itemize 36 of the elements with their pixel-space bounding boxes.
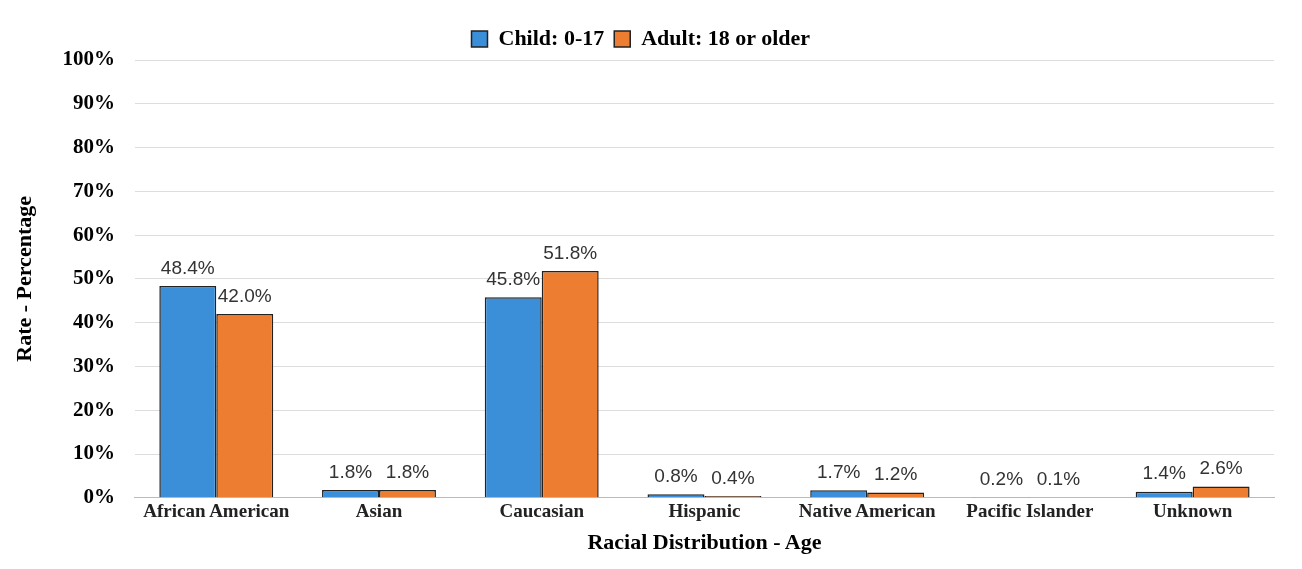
data-label: 1.8% — [328, 460, 373, 482]
x-tick-label: Unknown — [1153, 500, 1233, 522]
y-tick-label: 80% — [72, 133, 115, 158]
data-label: 1.8% — [385, 460, 430, 482]
data-label: 0.4% — [711, 466, 755, 488]
data-label: 48.4% — [160, 256, 215, 278]
x-tick-label: Pacific Islander — [966, 500, 1095, 522]
data-label: 51.8% — [543, 241, 598, 263]
y-tick-label: 50% — [72, 265, 115, 290]
y-tick-label: 30% — [72, 352, 115, 377]
data-label: 1.7% — [817, 461, 861, 483]
y-tick-label: 100% — [62, 46, 115, 71]
y-tick-label: 40% — [72, 309, 115, 334]
y-tick-label: 20% — [72, 396, 115, 421]
data-label: 0.2% — [979, 467, 1024, 489]
y-tick-label: 10% — [72, 440, 115, 465]
data-label: 45.8% — [486, 268, 541, 290]
y-tick-label: 70% — [72, 177, 115, 202]
legend-label: Adult: 18 or older — [641, 24, 811, 50]
y-tick-label: 60% — [72, 221, 115, 246]
data-label: 0.1% — [1036, 468, 1081, 490]
data-label: 2.6% — [1199, 457, 1243, 479]
x-tick-label: Native American — [798, 500, 936, 522]
y-tick-label: 90% — [72, 90, 115, 115]
x-axis-title: Racial Distribution - Age — [587, 529, 822, 555]
data-label: 1.2% — [874, 463, 918, 485]
data-label: 0.8% — [654, 465, 698, 487]
x-tick-label: Caucasian — [499, 500, 585, 522]
data-label: 1.4% — [1142, 462, 1186, 484]
y-tick-label: 0% — [83, 484, 115, 509]
x-tick-label: African American — [143, 500, 290, 522]
x-tick-label: Hispanic — [668, 500, 741, 522]
y-axis-title: Rate - Percentage — [10, 195, 36, 362]
x-tick-label: Asian — [355, 500, 403, 522]
legend-label: Child: 0-17 — [498, 24, 605, 50]
data-label: 42.0% — [217, 284, 272, 306]
